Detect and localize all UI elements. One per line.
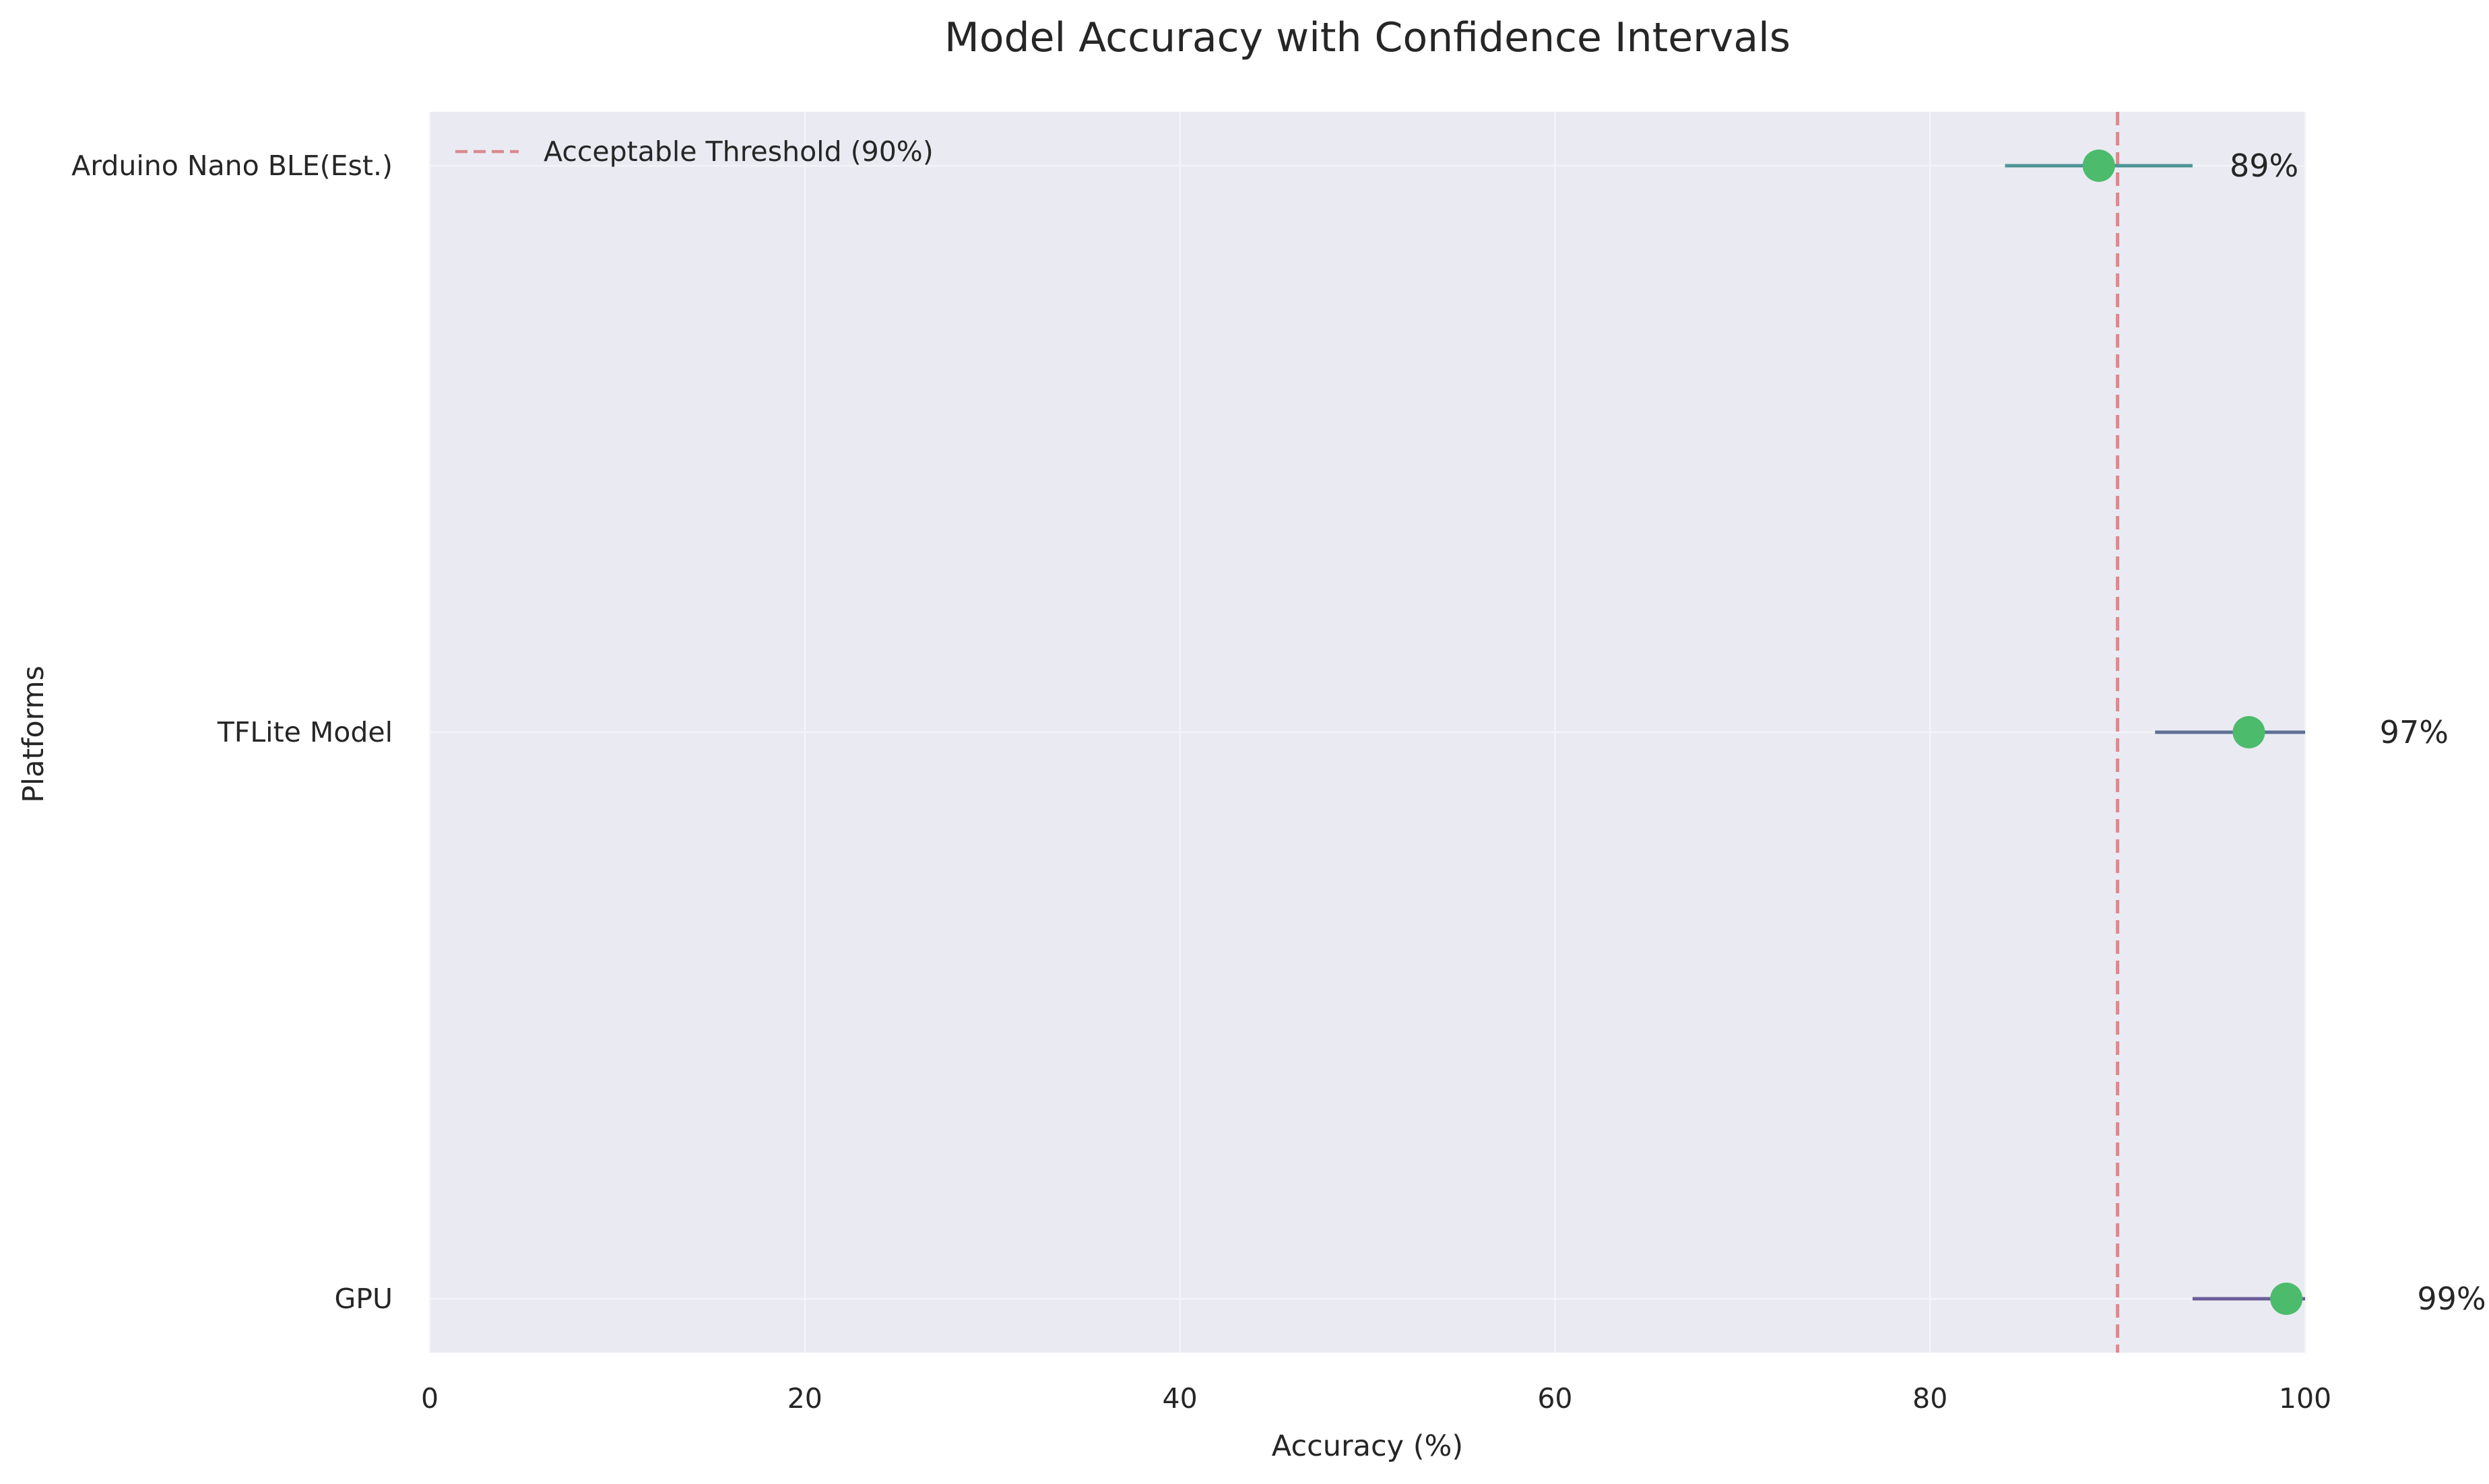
value-label: 99%	[2417, 1281, 2486, 1317]
y-tick-label: TFLite Model	[217, 716, 393, 748]
y-tick-label: GPU	[334, 1283, 393, 1315]
value-label: 89%	[2230, 148, 2298, 184]
legend-threshold-label: Acceptable Threshold (90%)	[544, 135, 934, 168]
accuracy-points	[2082, 150, 2303, 1315]
value-labels: 99% 97% 89%	[2230, 148, 2486, 1317]
accuracy-point	[2232, 716, 2265, 748]
y-tick-label: Arduino Nano BLE(Est.)	[71, 150, 393, 182]
x-tick-label: 60	[1537, 1382, 1572, 1415]
legend: Acceptable Threshold (90%)	[455, 135, 934, 168]
x-tick-label: 40	[1163, 1382, 1198, 1415]
y-tick-labels: GPU TFLite Model Arduino Nano BLE(Est.)	[71, 150, 393, 1315]
x-tick-label: 80	[1912, 1382, 1947, 1415]
x-axis-label: Accuracy (%)	[1272, 1429, 1463, 1463]
accuracy-point	[2270, 1283, 2303, 1315]
accuracy-point	[2082, 150, 2115, 182]
chart-title: Model Accuracy with Confidence Intervals	[944, 14, 1790, 61]
x-tick-labels: 0 20 40 60 80 100	[421, 1382, 2331, 1415]
x-tick-label: 100	[2279, 1382, 2331, 1415]
y-axis-label: Platforms	[17, 666, 51, 803]
x-tick-label: 0	[421, 1382, 439, 1415]
x-tick-label: 20	[787, 1382, 822, 1415]
value-label: 97%	[2380, 714, 2449, 750]
